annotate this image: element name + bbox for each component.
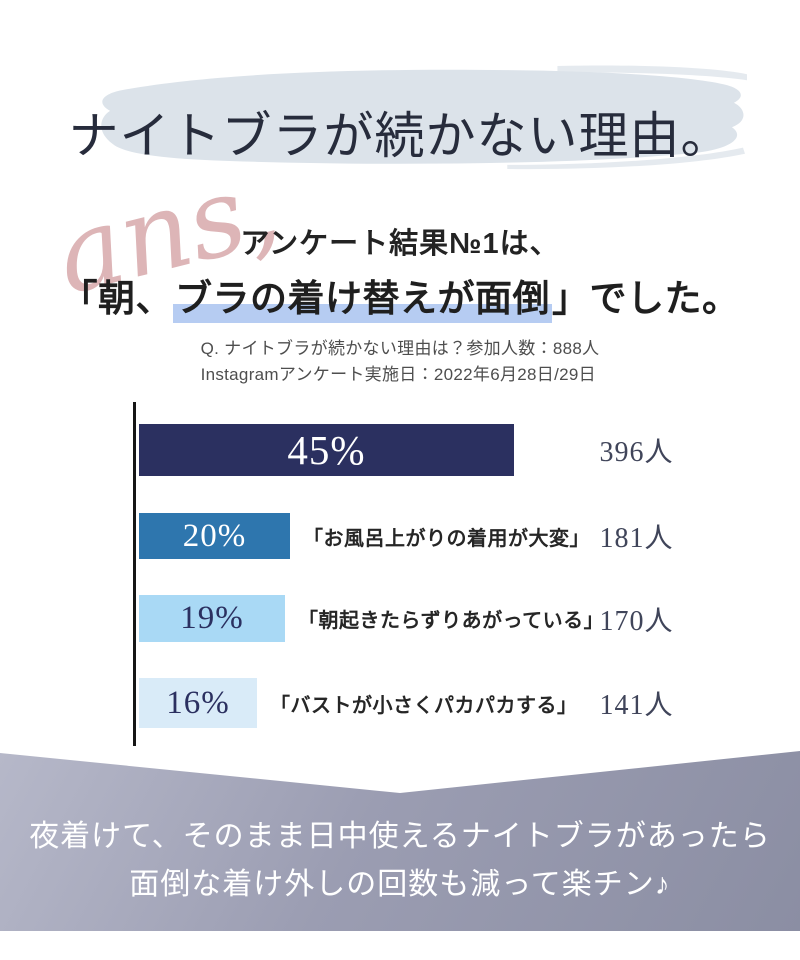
bar-category-label: 「バストが小さくパカパカする」: [270, 694, 578, 717]
chart-row: 45% 396人: [139, 424, 716, 476]
bar-percent-label: 16%: [166, 684, 230, 721]
survey-note: Q. ナイトブラが続かない理由は？参加人数：888人 Instagramアンケー…: [0, 336, 800, 388]
footer-line-2: 面倒な着け外しの回数も減って楽チン♪: [129, 868, 671, 901]
bar-percent-label: 19%: [180, 600, 244, 636]
headline-highlight: ブラの着け替えが面倒: [173, 278, 552, 323]
bar-percent-label: 45%: [287, 427, 366, 473]
headline: 「朝、ブラの着け替えが面倒」でした。: [0, 268, 800, 323]
brush-stroke-background: [101, 65, 747, 170]
headline-prefix: 「朝、: [60, 278, 173, 319]
footer-banner: 夜着けて、そのまま日中使えるナイトブラがあったら 面倒な着け外しの回数も減って楽…: [0, 751, 800, 931]
page-title: ナイトブラが続かない理由。: [68, 108, 732, 164]
footer-line-1: 夜着けて、そのまま日中使えるナイトブラがあったら: [29, 820, 771, 853]
bar: 20%: [139, 513, 290, 559]
headline-suffix: 」でした。: [552, 278, 740, 319]
chart-row: 16% 「バストが小さくパカパカする」 141人: [139, 678, 716, 728]
bar-count-label: 396人: [599, 437, 674, 468]
bar: 19%: [139, 595, 285, 642]
bar-percent-label: 20%: [182, 517, 247, 554]
bar-chart: 45% 396人 20% 「お風呂上がりの着用が大変」 181人 19% 「朝起きたらずりあ…: [133, 402, 736, 746]
survey-note-block: Q. ナイトブラが続かない理由は？参加人数：888人 Instagramアンケー…: [201, 336, 600, 388]
bar-category-label: 「朝起きたらずりあがっている」: [298, 610, 605, 632]
survey-result-line: アンケート結果№1は、: [240, 228, 560, 260]
bar: 16%: [139, 678, 257, 728]
bar-category-label: 「お風呂上がりの着用が大変」: [303, 527, 590, 550]
bar-count-label: 141人: [599, 690, 674, 721]
title-section: ナイトブラが続かない理由。: [0, 0, 800, 200]
chart-row: 19% 「朝起きたらずりあがっている」 170人: [139, 595, 716, 642]
chart-row: 20% 「お風呂上がりの着用が大変」 181人: [139, 513, 716, 559]
bar: 45%: [139, 424, 514, 476]
survey-question-line: Q. ナイトブラが続かない理由は？参加人数：888人: [200, 339, 600, 358]
survey-date-line: Instagramアンケート実施日：2022年6月28日/29日: [200, 365, 596, 384]
bar-count-label: 181人: [599, 523, 674, 554]
bar-count-label: 170人: [599, 605, 674, 637]
